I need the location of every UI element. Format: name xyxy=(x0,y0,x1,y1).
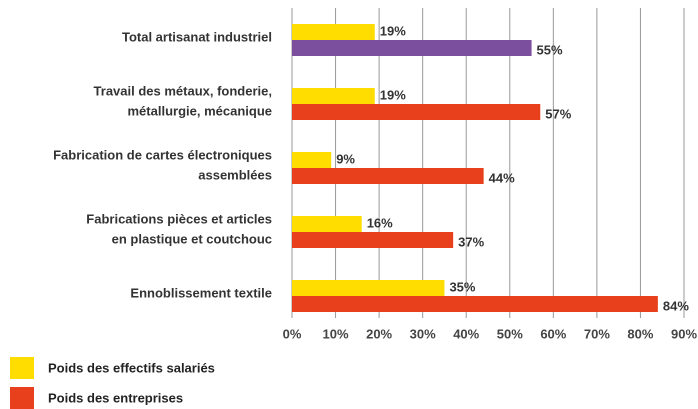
category-label: Ennoblissement textile xyxy=(130,285,272,300)
bar xyxy=(292,296,658,312)
value-label: 84% xyxy=(663,298,689,313)
category-label: Fabrications pièces et articles xyxy=(86,211,272,226)
bar xyxy=(292,168,484,184)
bar xyxy=(292,216,362,232)
value-label: 57% xyxy=(545,106,571,121)
bar xyxy=(292,152,332,168)
category-label: assemblées xyxy=(198,167,272,182)
x-tick-label: 90% xyxy=(671,326,697,341)
x-tick-label: 40% xyxy=(453,326,479,341)
value-label: 16% xyxy=(367,215,393,230)
legend-label: Poids des entreprises xyxy=(48,390,183,405)
category-label: métallurgie, mécanique xyxy=(128,103,273,118)
bar xyxy=(292,40,532,56)
x-tick-label: 50% xyxy=(497,326,523,341)
x-tick-label: 70% xyxy=(584,326,610,341)
x-tick-label: 0% xyxy=(283,326,302,341)
legend-label: Poids des effectifs salariés xyxy=(48,360,215,375)
bar xyxy=(292,232,454,248)
category-label: Fabrication de cartes électroniques xyxy=(53,147,272,162)
legend-swatch xyxy=(10,357,34,379)
x-tick-label: 20% xyxy=(366,326,392,341)
value-label: 19% xyxy=(380,23,406,38)
legend-swatch xyxy=(10,387,34,409)
bar xyxy=(292,88,375,104)
category-label: en plastique et coutchouc xyxy=(112,231,272,246)
value-label: 35% xyxy=(449,279,475,294)
value-label: 55% xyxy=(537,42,563,57)
value-label: 19% xyxy=(380,87,406,102)
bar xyxy=(292,280,445,296)
value-label: 37% xyxy=(458,234,484,249)
x-tick-label: 10% xyxy=(323,326,349,341)
bar xyxy=(292,24,375,40)
category-label: Travail des métaux, fonderie, xyxy=(94,83,272,98)
x-tick-label: 30% xyxy=(410,326,436,341)
x-tick-label: 80% xyxy=(627,326,653,341)
x-tick-label: 60% xyxy=(540,326,566,341)
value-label: 44% xyxy=(489,170,515,185)
category-label: Total artisanat industriel xyxy=(122,29,272,44)
bar xyxy=(292,104,541,120)
value-label: 9% xyxy=(336,151,355,166)
